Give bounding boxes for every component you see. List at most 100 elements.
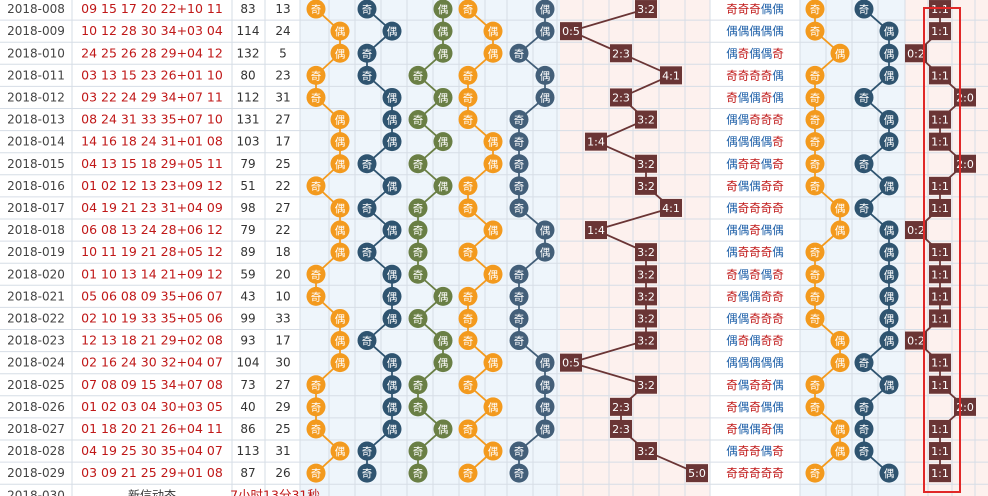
pattern-5: 偶偶奇奇奇	[726, 113, 784, 127]
pattern-char: 奇	[749, 245, 761, 259]
pattern-4: 奇偶偶奇偶	[726, 90, 784, 104]
pattern-14: 偶偶奇奇奇	[726, 311, 784, 325]
parity-ball-label-5-2: 奇	[413, 114, 424, 127]
numbers-10: 06 08 13 24 28+06 12	[81, 222, 223, 237]
pattern-char: 偶	[738, 400, 750, 414]
parity-ball-label-2-3: 偶	[488, 47, 499, 60]
pattern-char: 奇	[738, 334, 750, 348]
sum-10: 79	[240, 223, 255, 237]
parity-ball-label-9-0: 偶	[335, 202, 346, 215]
pattern-char: 奇	[738, 466, 750, 480]
parity-ball-19-3	[458, 419, 478, 439]
blue-ball-label-0-1: 奇	[859, 3, 870, 16]
pattern-char: 奇	[726, 466, 738, 480]
parity-ball-7-1	[357, 154, 377, 174]
parity-ball-label-10-3: 偶	[488, 224, 499, 237]
parity-ball-label-4-1: 偶	[387, 91, 398, 104]
blue-ratio-box-21	[929, 464, 951, 483]
numbers-0: 09 15 17 20 22+10 11	[81, 1, 223, 16]
pattern-char: 偶	[738, 356, 750, 370]
oe-ratio-0: 3:2	[637, 3, 655, 16]
blue-ratio-box-9	[929, 198, 951, 217]
pattern-char: 奇	[761, 201, 773, 215]
pattern-char: 奇	[761, 179, 773, 193]
parity-ball-label-21-0: 奇	[311, 467, 322, 480]
pattern-char: 偶	[761, 267, 773, 281]
span-7: 25	[275, 157, 290, 171]
issue-3: 2018-011	[7, 68, 65, 82]
blue-ratio-7: 2:0	[956, 158, 974, 171]
parity-ball-label-12-2: 奇	[413, 268, 424, 281]
issue-17: 2018-025	[7, 378, 65, 392]
pattern-char: 奇	[772, 267, 784, 281]
blue-ball-label-2-1: 偶	[884, 47, 895, 60]
sum-7: 79	[240, 157, 255, 171]
parity-ball-17-1	[382, 375, 402, 395]
parity-ball-label-1-0: 偶	[335, 25, 346, 38]
parity-ball-label-0-4: 偶	[540, 3, 551, 16]
parity-ball-label-15-3: 奇	[463, 335, 474, 348]
blue-ball-8-1	[879, 176, 899, 196]
pattern-char: 偶	[761, 444, 773, 458]
blue-ball-9-1	[854, 198, 874, 218]
parity-ball-label-13-0: 奇	[311, 290, 322, 303]
blue-ratio-box-8	[929, 176, 951, 195]
parity-ball-label-18-3: 偶	[488, 401, 499, 414]
parity-ball-label-5-3: 奇	[463, 114, 474, 127]
parity-ball-2-1	[357, 43, 377, 63]
blue-ball-17-0	[805, 375, 825, 395]
parity-ball-label-18-1: 偶	[387, 401, 398, 414]
sum-0: 83	[240, 2, 255, 16]
oe-ratio-18: 2:3	[612, 401, 630, 414]
parity-ball-label-20-1: 奇	[362, 445, 373, 458]
parity-ball-2-3	[483, 43, 503, 63]
numbers-7: 04 13 15 18 29+05 11	[81, 156, 223, 171]
oe-ratio-box-15	[635, 331, 657, 350]
oe-ratio-box-16	[560, 353, 582, 372]
sum-6: 103	[237, 135, 260, 149]
pattern-char: 偶	[749, 90, 761, 104]
pattern-char: 奇	[749, 201, 761, 215]
pattern-char: 偶	[726, 356, 738, 370]
parity-ball-16-2	[433, 353, 453, 373]
oe-ratio-box-9	[660, 198, 682, 217]
blue-ratio-box-1	[929, 22, 951, 41]
pattern-char: 偶	[761, 356, 773, 370]
parity-ball-9-1	[357, 198, 377, 218]
parity-ball-14-0	[330, 308, 350, 328]
parity-ball-label-2-4: 奇	[514, 47, 525, 60]
parity-ball-3-3	[458, 65, 478, 85]
blue-ball-label-20-1: 奇	[859, 445, 870, 458]
span-10: 22	[275, 223, 290, 237]
blue-ratio-box-19	[929, 419, 951, 438]
blue-ball-18-0	[805, 397, 825, 417]
oe-ratio-box-13	[635, 287, 657, 306]
parity-ball-label-19-4: 偶	[540, 423, 551, 436]
oe-ratio-17: 3:2	[637, 379, 655, 392]
oe-ratio-19: 2:3	[612, 423, 630, 436]
parity-ball-4-4	[535, 87, 555, 107]
blue-ball-label-16-0: 偶	[835, 357, 846, 370]
span-1: 24	[275, 24, 290, 38]
pattern-char: 偶	[772, 90, 784, 104]
numbers-5: 08 24 31 33 35+07 10	[81, 112, 223, 127]
parity-ball-label-16-2: 偶	[438, 357, 449, 370]
oe-ratio-box-5	[635, 110, 657, 129]
parity-ball-label-3-4: 偶	[540, 69, 551, 82]
pattern-char: 奇	[772, 311, 784, 325]
blue-ball-19-0	[830, 419, 850, 439]
pattern-char: 偶	[772, 400, 784, 414]
blue-ratio-18: 2:0	[956, 401, 974, 414]
parity-ball-6-4	[509, 132, 529, 152]
blue-ball-label-10-0: 偶	[835, 224, 846, 237]
parity-ball-0-0	[306, 0, 326, 19]
parity-ball-0-2	[433, 0, 453, 19]
issue-16: 2018-024	[7, 356, 65, 370]
parity-ball-label-3-2: 奇	[413, 69, 424, 82]
sum-9: 98	[240, 201, 255, 215]
blue-ball-label-17-0: 奇	[810, 379, 821, 392]
blue-ball-16-1	[854, 353, 874, 373]
parity-ball-12-3	[483, 264, 503, 284]
parity-ball-4-2	[433, 87, 453, 107]
pattern-7: 偶奇奇偶奇	[726, 157, 784, 171]
